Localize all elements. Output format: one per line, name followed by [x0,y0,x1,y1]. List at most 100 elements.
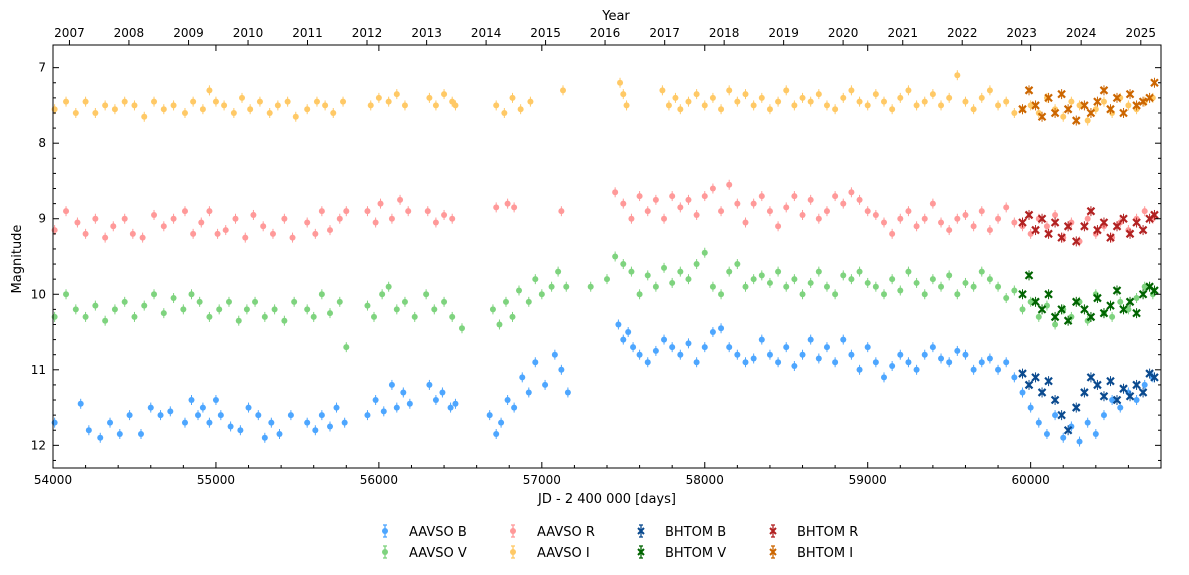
data-point [1011,287,1018,294]
data-point [147,404,154,411]
data-point [322,102,329,109]
data-point [289,234,296,241]
data-point [1125,297,1135,307]
data-point [921,98,928,105]
data-point [1141,208,1148,215]
data-point [1099,391,1109,401]
data-point [995,215,1002,222]
data-point [791,276,798,283]
data-point [913,223,920,230]
data-point [452,400,459,407]
data-point [1100,412,1107,419]
legend-label: AAVSO B [409,525,467,540]
year-tick-label: 2010 [233,26,264,40]
data-point [897,351,904,358]
data-point [401,102,408,109]
data-point [1018,289,1027,299]
data-point [962,279,969,286]
data-point [938,219,945,226]
data-point [151,291,158,298]
data-point [304,419,311,426]
data-point [995,283,1002,290]
data-point [1071,403,1081,412]
data-point [1050,108,1060,118]
series-bhtom-i [1018,77,1159,126]
data-point [832,359,839,366]
legend-entry: BHTOM I [769,545,853,561]
x-axis-title: JD - 2 400 000 [days] [537,492,676,507]
data-point [195,412,202,419]
y-tick-label: 11 [31,363,46,377]
data-point [560,87,567,94]
data-point [620,200,627,207]
data-point [625,329,632,336]
data-point [1138,289,1148,299]
data-point [978,208,985,215]
data-point [1011,219,1018,226]
year-tick-label: 2025 [1126,26,1157,40]
data-point [742,359,749,366]
data-point [1100,98,1107,105]
data-point [742,91,749,98]
plot-area [53,45,1161,468]
data-point [199,106,206,113]
data-point [63,291,70,298]
data-point [864,279,871,286]
year-tick-label: 2019 [768,26,799,40]
data-point [102,234,109,241]
data-point [1011,374,1018,381]
data-point [1003,295,1010,302]
data-point [636,351,643,358]
data-point [137,431,144,438]
data-point [672,94,679,101]
data-point [393,306,400,313]
legend-marker [769,548,777,556]
data-point [758,94,765,101]
data-point [276,431,283,438]
data-point [864,208,871,215]
data-point [92,302,99,309]
data-point [1106,104,1115,114]
data-point [268,419,275,426]
data-point [330,109,337,116]
data-point [385,283,392,290]
data-point [913,366,920,373]
data-point [1150,210,1159,220]
data-point [221,102,228,109]
data-point [1035,313,1042,320]
data-point [452,102,459,109]
year-tick-label: 2023 [1006,26,1037,40]
data-point [82,313,89,320]
data-point [242,234,249,241]
data-point [63,98,70,105]
data-point [1024,271,1034,280]
data-point [1063,316,1073,325]
data-point [225,298,232,305]
data-point [750,276,757,283]
data-point [799,94,806,101]
year-tick-label: 2024 [1066,26,1097,40]
data-point [170,295,177,302]
data-point [938,355,945,362]
legend-marker [382,549,388,555]
data-point [292,113,299,120]
data-point [783,204,790,211]
data-point [1052,211,1059,218]
data-point [1086,206,1096,216]
legend-marker [510,528,516,534]
data-point [864,102,871,109]
data-point [750,355,757,362]
data-point [551,351,558,358]
data-point [405,208,412,215]
data-point [243,306,250,313]
data-point [1112,395,1122,405]
series-aavso-i [51,70,1156,126]
data-point [327,310,333,317]
data-point [180,306,187,313]
data-point [1132,218,1141,227]
data-point [502,298,509,305]
data-point [256,98,263,105]
data-point [313,98,320,105]
data-point [393,404,400,411]
data-point [815,268,822,275]
